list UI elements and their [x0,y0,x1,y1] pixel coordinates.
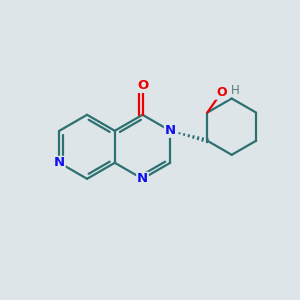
Text: O: O [137,80,148,92]
Text: N: N [54,156,65,169]
Text: N: N [165,124,176,137]
FancyBboxPatch shape [53,156,66,170]
FancyBboxPatch shape [164,124,177,138]
FancyBboxPatch shape [214,85,228,100]
FancyBboxPatch shape [136,79,149,93]
Text: N: N [137,172,148,185]
Text: O: O [216,86,226,99]
FancyBboxPatch shape [136,172,149,186]
Text: H: H [231,84,240,97]
